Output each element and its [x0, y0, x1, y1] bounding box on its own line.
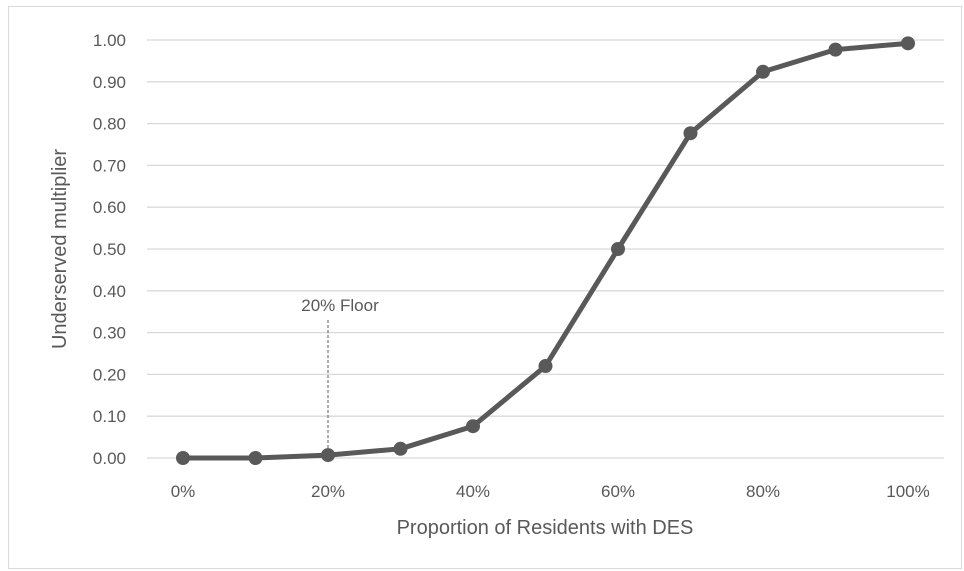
y-axis-ticks: 0.00 0.10 0.20 0.30 0.40 0.50 0.60 0.70 0.80 0.90…: [93, 31, 126, 468]
data-point: [321, 448, 335, 463]
floor-annotation-label: 20% Floor: [301, 296, 379, 315]
data-point: [901, 36, 915, 51]
y-axis-title: Underserved multiplier: [49, 149, 71, 349]
data-point: [466, 419, 480, 434]
y-tick-label: 0.10: [93, 407, 126, 426]
y-tick-label: 0.60: [93, 198, 126, 217]
data-point: [683, 126, 698, 141]
data-point: [248, 451, 263, 465]
y-tick-label: 1.00: [93, 31, 126, 50]
y-tick-label: 0.50: [93, 240, 126, 259]
floor-annotation: 20% Floor: [301, 296, 379, 449]
chart-frame: [8, 6, 962, 569]
x-tick-label: 100%: [886, 482, 929, 501]
y-tick-label: 0.90: [93, 73, 126, 92]
data-point: [176, 451, 190, 465]
y-tick-label: 0.40: [93, 282, 126, 301]
data-point: [393, 441, 408, 456]
x-tick-label: 20%: [311, 482, 345, 501]
y-tick-label: 0.00: [93, 449, 126, 468]
y-tick-label: 0.70: [93, 156, 126, 175]
series-line: [180, 40, 911, 461]
gridlines: [147, 39, 944, 459]
x-axis-title: Proportion of Residents with DES: [397, 517, 694, 539]
data-point: [756, 64, 770, 79]
series-layer: [176, 36, 915, 465]
y-tick-label: 0.80: [93, 115, 126, 134]
x-tick-label: 0%: [171, 482, 196, 501]
data-point: [538, 359, 553, 374]
x-tick-label: 80%: [746, 482, 780, 501]
data-point: [828, 42, 843, 57]
x-tick-label: 40%: [456, 482, 490, 501]
y-tick-label: 0.30: [93, 324, 126, 343]
x-axis-ticks: 0% 20% 40% 60% 80% 100%: [171, 482, 930, 501]
y-tick-label: 0.20: [93, 365, 126, 384]
data-point: [611, 242, 625, 256]
x-tick-label: 60%: [601, 482, 635, 501]
